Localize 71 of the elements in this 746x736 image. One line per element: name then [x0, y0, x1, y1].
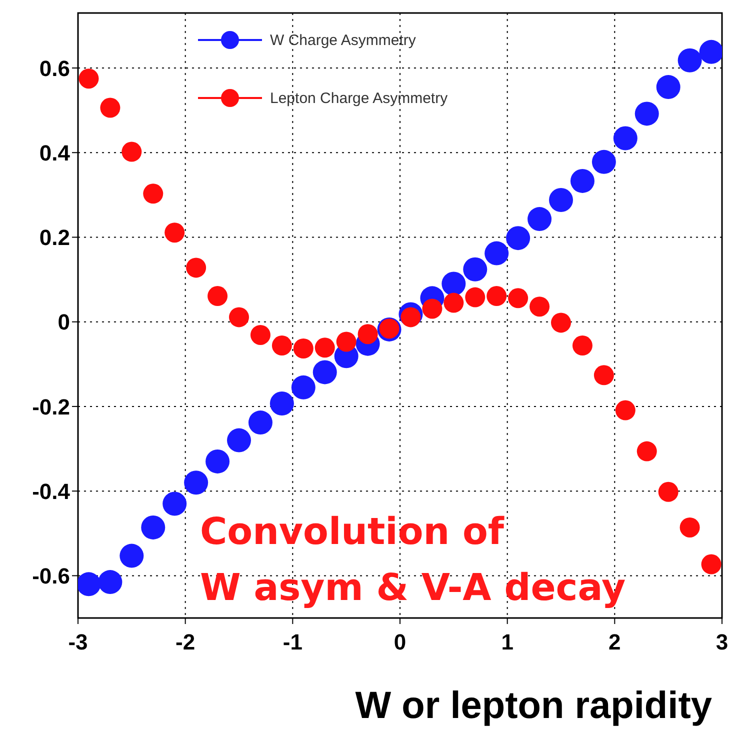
point	[528, 207, 552, 232]
y-tick-label: 0	[58, 310, 70, 335]
point	[594, 365, 614, 386]
point	[699, 40, 722, 64]
point	[486, 286, 507, 306]
point	[229, 307, 249, 328]
point	[549, 188, 573, 212]
point	[78, 68, 99, 89]
point	[442, 272, 466, 296]
x-tick-label: 0	[394, 630, 406, 655]
y-tick-label: 0.2	[39, 225, 70, 250]
point	[100, 98, 120, 118]
legend-label: W Charge Asymmetry	[270, 32, 416, 48]
point	[615, 400, 636, 420]
point	[592, 150, 616, 174]
point	[358, 324, 378, 344]
point	[508, 288, 528, 308]
point	[291, 375, 316, 400]
legend-label: Lepton Charge Asymmetry	[270, 90, 448, 106]
point	[184, 470, 208, 495]
point	[656, 75, 680, 100]
point	[680, 517, 700, 538]
point	[162, 492, 187, 516]
x-tick-label: 1	[501, 630, 514, 655]
point	[336, 332, 356, 352]
point	[293, 338, 314, 358]
x-tick-label: 2	[608, 630, 621, 655]
point	[484, 241, 509, 266]
point	[444, 292, 464, 313]
y-tick-label: 0.6	[39, 56, 70, 81]
point	[164, 222, 185, 243]
point	[422, 298, 442, 319]
point	[465, 287, 486, 308]
point	[248, 410, 272, 435]
y-tick-label: -0.2	[32, 394, 70, 420]
y-tick-label: -0.4	[32, 478, 71, 504]
point	[312, 360, 337, 384]
point	[572, 336, 592, 356]
y-tick-label: -0.6	[32, 564, 70, 588]
point	[636, 441, 657, 462]
point	[530, 296, 550, 317]
point	[143, 184, 164, 204]
y-tick-label: 0.4	[39, 140, 71, 166]
point	[463, 257, 488, 282]
point	[227, 428, 251, 452]
x-tick-label: -1	[282, 630, 302, 655]
x-tick-label: 3	[716, 630, 728, 655]
point	[658, 482, 678, 502]
point	[208, 286, 228, 306]
point	[314, 338, 335, 358]
annotation: Convolution of W asym & V-A decay	[200, 509, 626, 611]
point	[270, 392, 294, 416]
point	[98, 570, 122, 594]
point	[272, 336, 292, 356]
x-tick-label: -3	[68, 630, 88, 655]
x-tick-label: -2	[176, 630, 196, 655]
point	[120, 544, 144, 568]
point	[678, 48, 702, 72]
point	[701, 554, 722, 574]
point	[506, 226, 530, 250]
point	[122, 142, 142, 162]
point	[206, 449, 230, 474]
point	[570, 168, 594, 193]
x-axis-title: W or lepton rapidity	[355, 685, 712, 727]
point	[613, 126, 638, 150]
point	[634, 102, 659, 126]
point	[186, 258, 206, 278]
point	[78, 572, 101, 596]
point	[551, 312, 571, 333]
point	[141, 515, 166, 540]
point	[250, 324, 270, 345]
